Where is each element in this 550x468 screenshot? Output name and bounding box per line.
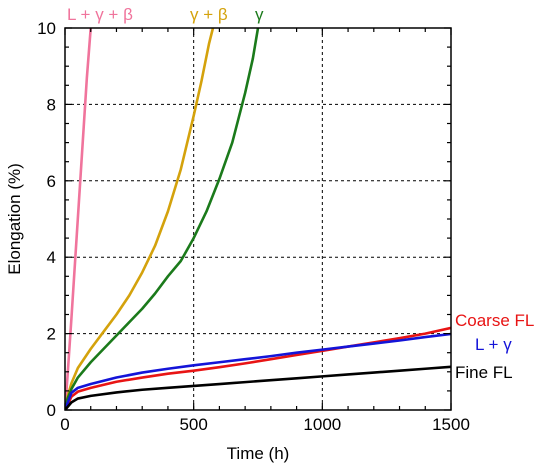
series-lines — [65, 28, 451, 410]
series-line-gamma — [65, 28, 260, 410]
x-tick-label: 500 — [179, 415, 207, 434]
y-axis-title: Elongation (%) — [5, 163, 24, 275]
series-line-coarse-fl — [65, 326, 451, 410]
series-label-fine-fl: Fine FL — [455, 363, 513, 382]
series-label-l-gamma: L + γ — [475, 335, 512, 354]
series-label-gamma-beta: γ + β — [190, 5, 228, 24]
y-tick-label: 10 — [37, 19, 56, 38]
x-tick-label: 0 — [60, 415, 69, 434]
series-label-gamma: γ — [255, 5, 264, 24]
series-line-l-gamma — [65, 332, 451, 410]
series-line-fine-fl — [65, 365, 451, 410]
plot-frame — [64, 27, 452, 411]
series-line-gamma-beta — [65, 28, 215, 410]
y-tick-label: 8 — [47, 95, 56, 114]
axis-ticks — [64, 27, 452, 411]
x-axis-title: Time (h) — [227, 444, 290, 463]
series-labels: L + γ + β γ + β γ Coarse FL L + γ Fine FL — [67, 5, 534, 382]
y-tick-label: 0 — [47, 401, 56, 420]
y-tick-label: 6 — [47, 172, 56, 191]
x-tick-label: 1500 — [432, 415, 470, 434]
y-tick-label: 4 — [47, 248, 56, 267]
y-tick-label: 2 — [47, 325, 56, 344]
grid-lines — [65, 28, 451, 410]
axis-tick-labels: 0 500 1000 1500 0 2 4 6 8 10 — [37, 19, 470, 434]
series-label-l-gamma-beta: L + γ + β — [67, 5, 133, 24]
series-label-coarse-fl: Coarse FL — [455, 311, 534, 330]
series-line-l-gamma-beta — [65, 28, 93, 410]
x-tick-label: 1000 — [303, 415, 341, 434]
